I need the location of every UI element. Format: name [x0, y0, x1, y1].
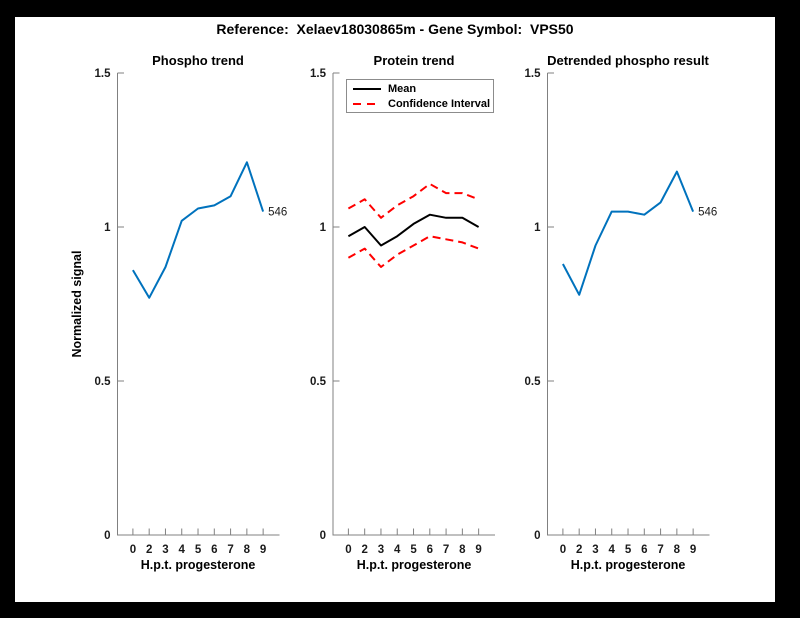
phospho-trend-line	[132, 161, 265, 299]
legend-label-confidence-interval: Confidence Interval	[388, 97, 491, 110]
x-axis-label-2: H.p.t. progesterone	[356, 558, 472, 572]
x-tick-label: 0	[345, 544, 351, 556]
x-tick-label: 7	[443, 544, 449, 556]
axes-spines	[117, 73, 280, 536]
axes-spines	[332, 73, 495, 536]
y-tick-label: 0	[534, 530, 540, 542]
axes-spines	[547, 73, 710, 536]
y-tick-label: 1	[104, 222, 111, 234]
y-tick-label: 1	[534, 222, 541, 234]
x-tick-label: 9	[260, 544, 266, 556]
x-tick-label: 2	[146, 544, 152, 556]
x-axis-label-1: H.p.t. progesterone	[140, 558, 256, 572]
x-tick-label: 8	[244, 544, 251, 556]
subplot-2: 1.510.500 2 3 4 5 6 7 8 9	[310, 68, 495, 556]
x-tick-label: 5	[195, 544, 202, 556]
x-tick-label: 0	[130, 544, 136, 556]
confidence-lower-line	[347, 235, 479, 268]
x-tick-label: 4	[609, 544, 616, 556]
x-tick-label: 4	[394, 544, 401, 556]
y-tick-label: 0.5	[310, 376, 327, 388]
mean-line	[347, 213, 480, 247]
x-tick-label: 3	[162, 544, 168, 556]
x-tick-label: 2	[576, 544, 582, 556]
confidence-interval-line-sample-icon	[353, 102, 381, 105]
x-axis-label-3: H.p.t. progesterone	[570, 558, 686, 572]
x-tick-label: 9	[690, 544, 696, 556]
x-tick-label: 6	[641, 544, 647, 556]
x-tick-label: 3	[378, 544, 384, 556]
legend-box: Mean Confidence Interval	[346, 79, 494, 113]
y-tick-label: 0.5	[525, 376, 542, 388]
subplot1-title: Phospho trend	[152, 53, 244, 68]
y-tick-label: 1.5	[95, 68, 112, 80]
x-tick-label: 2	[361, 544, 367, 556]
x-tick-label: 7	[227, 544, 233, 556]
legend-label-mean: Mean	[388, 82, 417, 95]
x-tick-label: 0	[560, 544, 566, 556]
x-tick-label: 3	[592, 544, 598, 556]
x-tick-label: 9	[475, 544, 481, 556]
x-tick-label: 5	[625, 544, 632, 556]
legend-item-confidence-interval: Confidence Interval	[353, 97, 493, 110]
series-end-label: 546	[698, 207, 717, 219]
subplot3-title: Detrended phospho result	[547, 53, 709, 68]
subplot2-title: Protein trend	[373, 53, 455, 68]
y-tick-label: 1	[320, 222, 327, 234]
x-tick-label: 7	[657, 544, 663, 556]
y-tick-label: 0.5	[95, 376, 112, 388]
detrended-phospho-line	[562, 170, 695, 296]
series-end-label: 546	[268, 207, 287, 219]
x-tick-label: 6	[211, 544, 217, 556]
y-tick-label: 1.5	[310, 68, 327, 80]
figure-canvas: Reference: Xelaev18030865m - Gene Symbol…	[15, 17, 775, 602]
x-tick-label: 8	[459, 544, 466, 556]
legend-item-mean: Mean	[353, 82, 493, 95]
x-tick-label: 5	[410, 544, 417, 556]
x-tick-label: 8	[674, 544, 681, 556]
figure-title: Reference: Xelaev18030865m - Gene Symbol…	[216, 21, 574, 37]
x-tick-label: 4	[179, 544, 186, 556]
y-tick-label: 0	[320, 530, 326, 542]
y-tick-label: 1.5	[525, 68, 542, 80]
x-tick-label: 6	[427, 544, 433, 556]
y-tick-label: 0	[104, 530, 110, 542]
mean-line-sample-icon	[353, 87, 381, 90]
confidence-upper-line	[347, 182, 479, 219]
